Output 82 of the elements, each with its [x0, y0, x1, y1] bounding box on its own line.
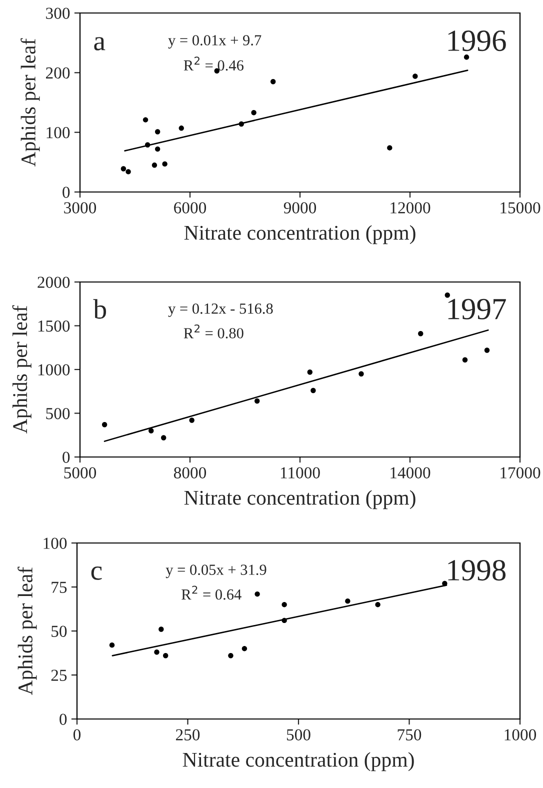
x-tick-label: 8000 [174, 467, 206, 478]
annotation: R$^{2}$ = 0.46 [184, 56, 244, 71]
annotation: a [94, 37, 106, 50]
point [154, 146, 160, 152]
x-tick-label: 15000 [500, 202, 540, 214]
point [228, 653, 234, 658]
point [158, 626, 164, 632]
x-tick-label: 9000 [284, 202, 316, 214]
point [178, 126, 184, 131]
point [418, 331, 424, 336]
x-axis-title: Nitrate concentration (ppm) [182, 752, 414, 772]
point [387, 145, 392, 150]
point [162, 161, 168, 167]
point [120, 166, 126, 172]
y-tick-label: 200 [46, 67, 70, 79]
x-tick-label: 6000 [174, 202, 206, 214]
point [154, 650, 160, 655]
annotation: 1998 [448, 560, 506, 581]
point [358, 371, 364, 376]
point [126, 169, 131, 174]
y-tick-label: 300 [46, 8, 70, 19]
point [161, 435, 166, 440]
point [375, 602, 380, 608]
y-tick-label: 2000 [38, 276, 70, 288]
y-tick-label: 0 [62, 452, 70, 463]
y-tick-label: 100 [46, 127, 70, 138]
annotation: R$^{2}$ = 0.80 [184, 324, 244, 338]
x-tick-label: 500 [286, 729, 310, 740]
annotation: y = 0.05x + 31.9 [166, 564, 266, 578]
y-tick-label: 75 [52, 582, 67, 593]
x-tick-label: 5000 [64, 467, 96, 478]
y-axis-title: Aphids per leaf [12, 305, 32, 434]
annotation: 1996 [448, 30, 506, 52]
annotation: y = 0.12x - 516.8 [168, 303, 273, 317]
point [242, 646, 248, 652]
y-tick-label: 25 [51, 670, 67, 681]
x-tick-label: 1000 [504, 729, 536, 740]
point [444, 292, 450, 298]
x-tick-label: 750 [398, 729, 422, 740]
y-tick-label: 0 [60, 714, 67, 725]
x-tick-label: 0 [73, 729, 81, 740]
x-tick-label: 250 [176, 729, 200, 740]
y-axis-title: Aphids per leaf [20, 38, 40, 167]
point [270, 79, 276, 84]
y-tick-label: 0 [62, 186, 70, 198]
point [254, 591, 260, 597]
y-tick-label: 50 [52, 626, 67, 637]
annotation: 1997 [448, 298, 506, 320]
y-tick-label: 1000 [38, 364, 70, 376]
point [163, 653, 168, 658]
point [154, 129, 160, 134]
point [412, 74, 418, 79]
y-tick-label: 1500 [38, 320, 70, 332]
x-tick-label: 14000 [390, 467, 430, 478]
y-tick-label: 500 [46, 408, 70, 420]
annotation: b [93, 299, 106, 319]
point [152, 162, 158, 168]
x-axis-title: Nitrate concentration (ppm) [184, 490, 416, 510]
x-tick-label: 12000 [390, 202, 430, 214]
point [345, 598, 350, 604]
annotation: c [91, 566, 102, 580]
x-axis-title: Nitrate concentration (ppm) [184, 225, 416, 244]
annotation: R$^{2}$ = 0.64 [182, 586, 242, 600]
point [109, 642, 115, 648]
x-tick-label: 11000 [280, 467, 320, 478]
point [282, 602, 287, 608]
point [148, 428, 154, 434]
annotation: y = 0.01x + 9.7 [168, 35, 262, 49]
point [484, 348, 490, 353]
point [254, 398, 260, 404]
point [464, 54, 470, 60]
y-axis-title: Aphids per leaf [18, 566, 37, 696]
point [102, 422, 108, 428]
point [307, 370, 312, 375]
point [251, 110, 256, 116]
point [189, 418, 194, 423]
point [462, 357, 468, 362]
x-tick-label: 17000 [500, 467, 540, 478]
x-tick-label: 3000 [64, 202, 96, 214]
point [310, 388, 316, 394]
point [142, 117, 148, 122]
y-tick-label: 100 [44, 538, 67, 549]
